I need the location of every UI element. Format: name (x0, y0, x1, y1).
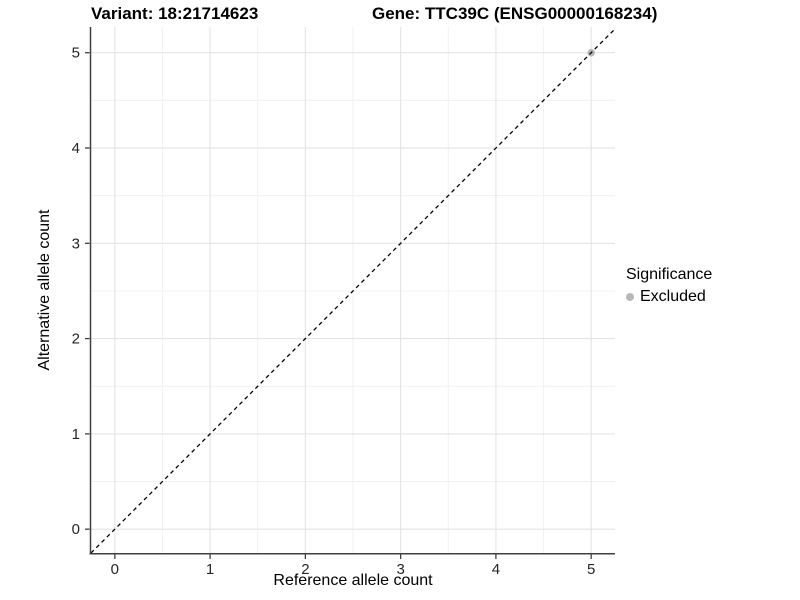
plot-title-variant: Variant: 18:21714623 (91, 4, 259, 23)
x-axis-label: Reference allele count (273, 572, 433, 589)
legend-key-dot (626, 293, 634, 301)
identity-reference-line (90, 28, 616, 554)
x-tick-label: 2 (301, 561, 309, 578)
minor-gridlines (91, 27, 615, 553)
tick-marks (85, 52, 592, 559)
y-tick-label: 1 (72, 426, 80, 443)
x-tick-label: 3 (396, 561, 404, 578)
y-axis-label: Alternative allele count (36, 209, 53, 371)
y-tick-label: 3 (72, 235, 80, 252)
y-tick-label: 0 (72, 521, 80, 538)
legend-item-excluded: Excluded (626, 288, 712, 306)
x-tick-labels: 0 1 2 3 4 5 (111, 561, 596, 578)
y-tick-label: 2 (72, 331, 80, 348)
plot-title-gene: Gene: TTC39C (ENSG00000168234) (372, 4, 658, 23)
x-tick-label: 5 (587, 561, 595, 578)
axis-lines (89, 27, 615, 555)
legend-item-label: Excluded (640, 288, 706, 305)
x-tick-label: 4 (492, 561, 500, 578)
x-tick-label: 0 (111, 561, 119, 578)
y-tick-labels: 0 1 2 3 4 5 (72, 45, 80, 538)
y-tick-label: 5 (72, 45, 80, 62)
y-tick-label: 4 (72, 140, 80, 157)
x-tick-label: 1 (206, 561, 214, 578)
legend: Significance Excluded (626, 266, 712, 306)
major-gridlines (91, 27, 615, 553)
legend-title: Significance (626, 266, 713, 283)
